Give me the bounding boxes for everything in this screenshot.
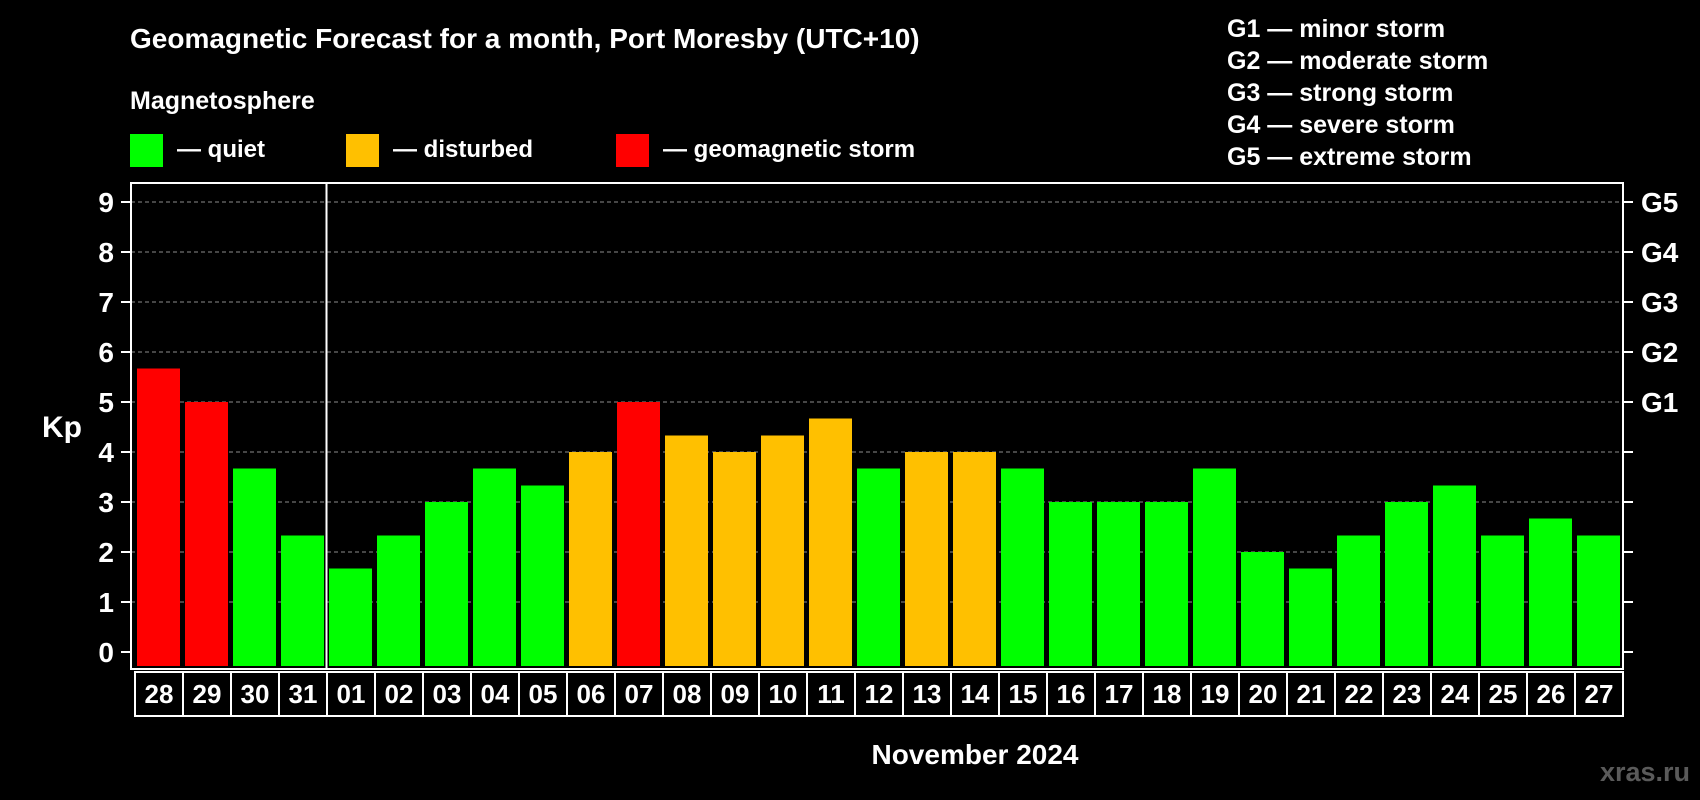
x-tick-label: 08 [673, 679, 702, 709]
bar [1049, 502, 1092, 666]
x-tick-label: 01 [337, 679, 366, 709]
bar [1481, 535, 1524, 666]
bar [1241, 552, 1284, 666]
x-tick-label: 25 [1489, 679, 1518, 709]
x-tick-label: 18 [1153, 679, 1182, 709]
x-label-box [1574, 671, 1624, 717]
legend-label-disturbed: — disturbed [393, 136, 533, 163]
bar [281, 535, 324, 666]
storm-scale-g2: G2 — moderate storm [1227, 47, 1488, 75]
bar [521, 485, 564, 666]
x-tick-label: 20 [1249, 679, 1278, 709]
bar [473, 468, 516, 666]
y-axis-label: Kp [42, 411, 82, 444]
legend-heading: Magnetosphere [130, 87, 315, 115]
x-tick-label: 16 [1057, 679, 1086, 709]
x-tick-label: 30 [241, 679, 270, 709]
bar [329, 568, 372, 666]
bar [425, 502, 468, 666]
g-level-label: G4 [1641, 237, 1679, 268]
y-tick-label: 0 [98, 637, 114, 668]
bar [953, 452, 996, 666]
x-tick-label: 31 [289, 679, 318, 709]
bar [857, 468, 900, 666]
storm-scale-g4: G4 — severe storm [1227, 111, 1455, 139]
chart-title: Geomagnetic Forecast for a month, Port M… [130, 23, 920, 54]
x-tick-label: 17 [1105, 679, 1134, 709]
x-tick-label: 27 [1585, 679, 1614, 709]
plot-frame [130, 182, 1624, 670]
bar [1433, 485, 1476, 666]
watermark: xras.ru [1600, 757, 1690, 787]
legend-swatch-quiet [130, 134, 163, 167]
bar [137, 368, 180, 666]
y-tick-label: 6 [98, 337, 114, 368]
legend-swatch-storm [616, 134, 649, 167]
x-tick-label: 14 [961, 679, 990, 709]
g-level-label: G1 [1641, 387, 1678, 418]
x-axis-label: November 2024 [871, 739, 1078, 770]
bar [1097, 502, 1140, 666]
storm-scale-g5: G5 — extreme storm [1227, 143, 1472, 171]
legend-label-quiet: — quiet [177, 136, 265, 163]
bar [1337, 535, 1380, 666]
x-tick-label: 19 [1201, 679, 1230, 709]
g-level-label: G5 [1641, 187, 1678, 218]
y-tick-label: 1 [98, 587, 114, 618]
x-tick-label: 13 [913, 679, 942, 709]
x-tick-label: 28 [145, 679, 174, 709]
bar [617, 402, 660, 666]
bar [761, 435, 804, 666]
g-level-label: G3 [1641, 287, 1678, 318]
bar [1529, 518, 1572, 666]
bar [569, 452, 612, 666]
y-tick-label: 2 [98, 537, 114, 568]
x-tick-label: 05 [529, 679, 558, 709]
x-tick-label: 03 [433, 679, 462, 709]
bar [1001, 468, 1044, 666]
bar [1193, 468, 1236, 666]
storm-scale-g1: G1 — minor storm [1227, 15, 1445, 43]
bar [665, 435, 708, 666]
bar [233, 468, 276, 666]
x-tick-labels: 28 29 30 31 01 02 03 04 05 06 07 08 09 10 11 12 13 14 15 16… [134, 671, 1624, 717]
x-tick-label: 26 [1537, 679, 1566, 709]
x-tick-label: 06 [577, 679, 606, 709]
bar [377, 535, 420, 666]
x-tick-label: 10 [769, 679, 798, 709]
bar [1385, 502, 1428, 666]
y-tick-label: 9 [98, 187, 114, 218]
bar [809, 418, 852, 666]
storm-scale-g3: G3 — strong storm [1227, 79, 1453, 107]
y-tick-label: 8 [98, 237, 114, 268]
x-tick-label: 21 [1297, 679, 1326, 709]
x-tick-label: 15 [1009, 679, 1038, 709]
x-tick-label: 22 [1345, 679, 1374, 709]
x-tick-label: 29 [193, 679, 222, 709]
axes: 0 1 2 3 4 5 6 7 8 9 G1 G2 G3 G4 G5 [98, 183, 1679, 669]
x-tick-label: 02 [385, 679, 414, 709]
bar [1145, 502, 1188, 666]
x-tick-label: 09 [721, 679, 750, 709]
x-tick-label: 04 [481, 679, 510, 709]
bars [137, 368, 1620, 666]
y-tick-label: 7 [98, 287, 114, 318]
bar [185, 402, 228, 666]
bar [1289, 568, 1332, 666]
x-tick-label: 24 [1441, 679, 1470, 709]
y-tick-label: 5 [98, 387, 114, 418]
y-tick-label: 4 [98, 437, 114, 468]
x-tick-label: 12 [865, 679, 894, 709]
bar [1577, 535, 1620, 666]
x-tick-label: 23 [1393, 679, 1422, 709]
bar [713, 452, 756, 666]
y-tick-label: 3 [98, 487, 114, 518]
x-tick-label: 07 [625, 679, 654, 709]
g-level-label: G2 [1641, 337, 1678, 368]
legend-swatch-disturbed [346, 134, 379, 167]
x-tick-label: 11 [817, 679, 845, 709]
bar [905, 452, 948, 666]
legend-label-storm: — geomagnetic storm [663, 136, 915, 163]
